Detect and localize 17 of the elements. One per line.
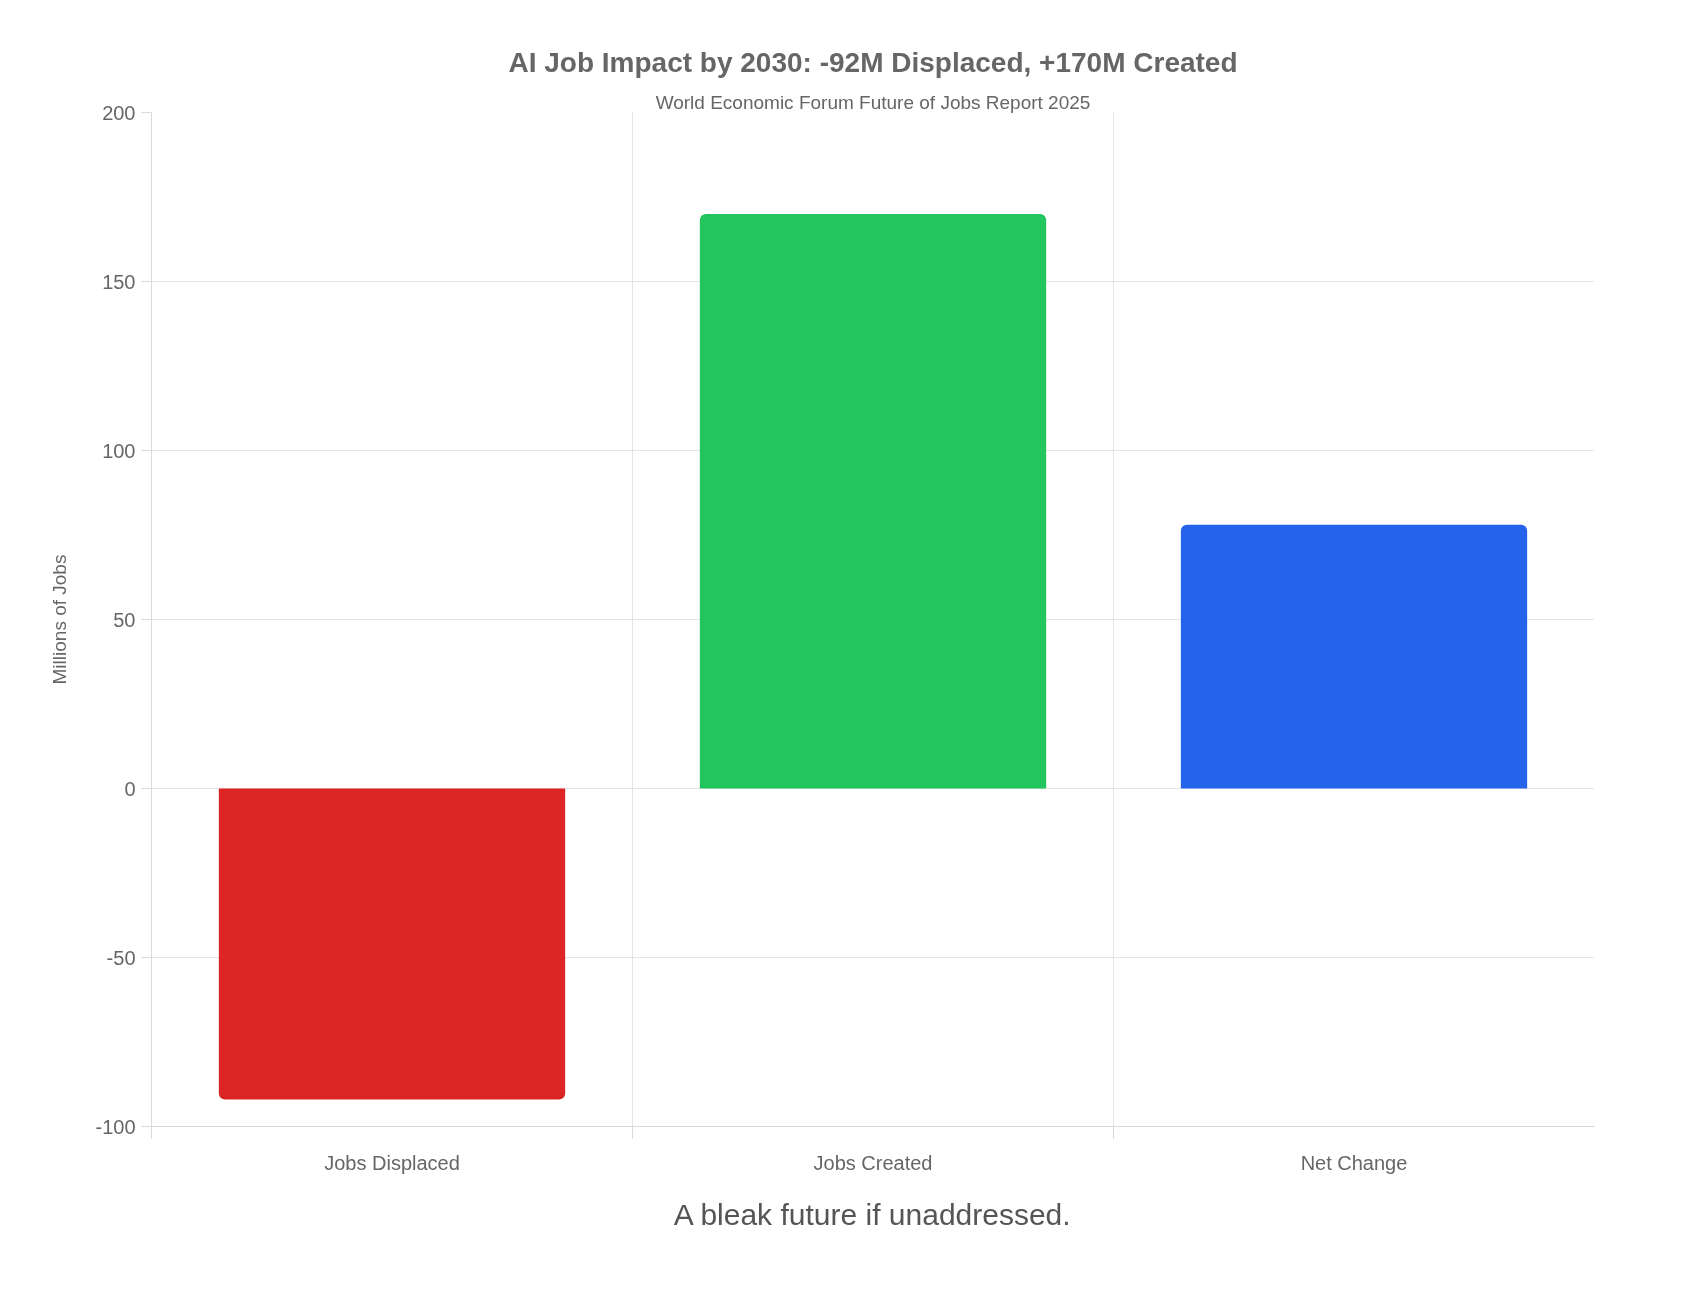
y-tick-label: 100 xyxy=(102,439,136,462)
y-tick-label: 50 xyxy=(113,608,136,631)
bar xyxy=(1180,524,1528,789)
y-tick-label: 150 xyxy=(102,270,136,293)
bar xyxy=(699,213,1047,789)
chart-subtitle: World Economic Forum Future of Jobs Report 2025 xyxy=(655,91,1091,113)
x-tick-label: Jobs Created xyxy=(813,1151,933,1174)
x-tick-label: Net Change xyxy=(1300,1151,1408,1174)
y-tick-label: 200 xyxy=(102,101,136,124)
y-tick-label: -100 xyxy=(95,1115,136,1138)
y-tick-label: -50 xyxy=(106,946,136,969)
x-tick-label: Jobs Displaced xyxy=(324,1151,460,1174)
y-tick-label: 0 xyxy=(124,777,136,800)
y-axis-title: Millions of Jobs xyxy=(49,554,71,685)
chart-title: AI Job Impact by 2030: -92M Displaced, +170M Created xyxy=(508,46,1238,78)
text: A bleak future if unaddressed. xyxy=(673,1197,1071,1231)
bar xyxy=(218,788,566,1100)
